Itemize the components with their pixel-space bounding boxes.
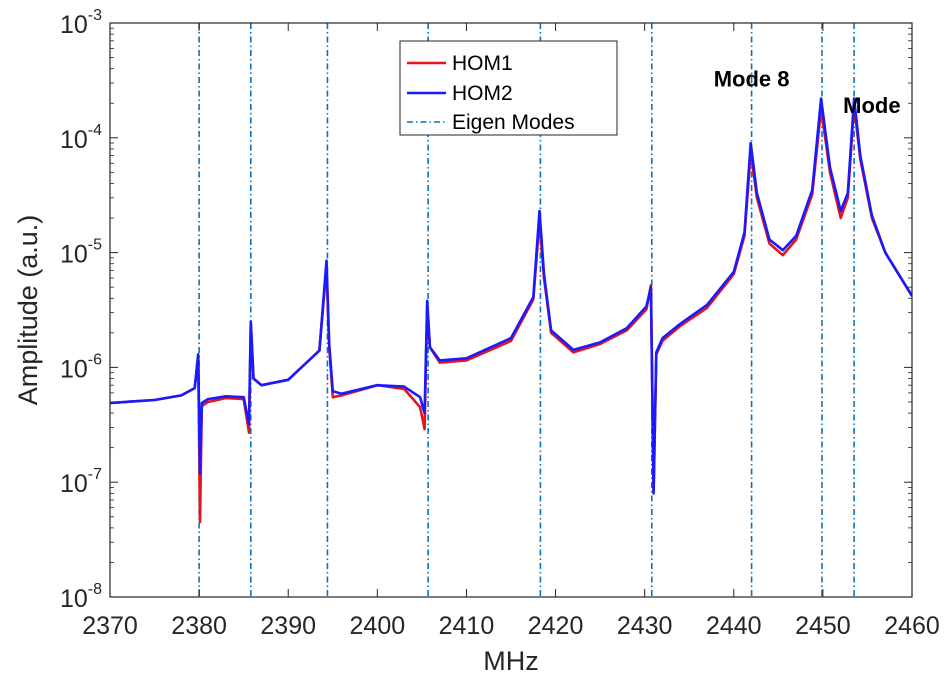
legend: HOM1 HOM2 Eigen Modes: [399, 40, 618, 136]
y-tick-label: 10-6: [60, 351, 102, 383]
y-tick-label: 10-7: [60, 466, 102, 498]
x-tick-label: 2400: [350, 612, 406, 640]
y-tick-label: 10-5: [60, 237, 102, 269]
y-tick-label: 10-4: [60, 122, 102, 154]
x-tick-label: 2430: [617, 612, 673, 640]
x-tick-label: 2460: [884, 612, 940, 640]
legend-label-eigen-modes: Eigen Modes: [452, 111, 575, 134]
x-tick-label: 2370: [82, 612, 138, 640]
x-tick-label: 2450: [795, 612, 851, 640]
x-tick-label: 2390: [260, 612, 316, 640]
annotation-mode: Mode: [843, 93, 900, 118]
series-line-hom2: [110, 97, 912, 495]
legend-box: [399, 40, 618, 136]
legend-label-hom1: HOM1: [452, 52, 513, 75]
legend-label-hom2: HOM2: [452, 82, 513, 105]
x-axis-label: MHz: [483, 646, 539, 676]
x-tick-label: 2380: [171, 612, 227, 640]
plot-frame: [109, 22, 913, 598]
x-tick-label: 2440: [706, 612, 762, 640]
x-tick-label: 2410: [439, 612, 495, 640]
y-tick-label: 10-8: [60, 581, 102, 613]
y-tick-label: 10-3: [60, 7, 102, 39]
x-tick-label: 2420: [528, 612, 584, 640]
annotation-mode-8: Mode 8: [714, 66, 790, 91]
y-axis-label: Amplitude (a.u.): [13, 215, 43, 406]
